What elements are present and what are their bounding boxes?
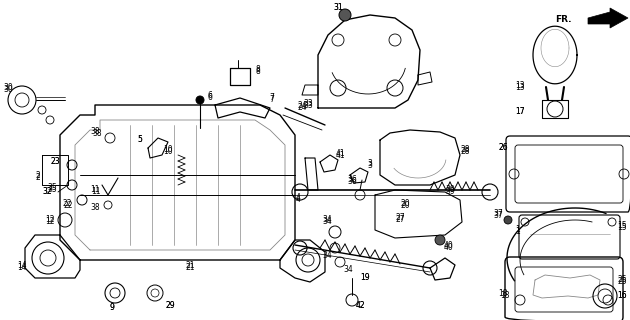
Text: 37: 37: [493, 211, 503, 220]
Text: 31: 31: [333, 4, 343, 12]
Text: 39: 39: [445, 186, 455, 195]
Text: 20: 20: [400, 198, 410, 207]
Text: 18: 18: [500, 291, 510, 300]
Text: 26: 26: [498, 143, 508, 153]
Text: 37: 37: [493, 209, 503, 218]
Text: 21: 21: [185, 261, 195, 270]
Text: 35: 35: [47, 183, 57, 193]
Text: 25: 25: [617, 277, 627, 286]
Text: 27: 27: [395, 213, 405, 222]
Text: 7: 7: [270, 93, 275, 102]
Text: 29: 29: [165, 300, 175, 309]
Text: 15: 15: [617, 221, 627, 230]
Circle shape: [435, 235, 445, 245]
Text: 4: 4: [295, 196, 301, 204]
Text: 34: 34: [322, 215, 332, 225]
Text: 24: 24: [297, 103, 307, 113]
Text: 39: 39: [445, 188, 455, 196]
Text: 32: 32: [42, 188, 52, 196]
Text: 17: 17: [515, 108, 525, 116]
Text: 16: 16: [617, 291, 627, 300]
Text: 40: 40: [443, 241, 453, 250]
Text: 14: 14: [17, 260, 27, 269]
Text: 33: 33: [303, 99, 313, 108]
Text: 28: 28: [461, 148, 470, 156]
Text: 6: 6: [207, 91, 212, 100]
Text: 19: 19: [360, 274, 370, 283]
Text: 14: 14: [17, 263, 27, 273]
Text: 41: 41: [335, 150, 345, 159]
Text: 7: 7: [270, 95, 275, 105]
Text: 23: 23: [50, 157, 60, 166]
Text: 1: 1: [515, 228, 520, 236]
Text: 6: 6: [207, 92, 212, 101]
Circle shape: [339, 9, 351, 21]
Text: 34: 34: [322, 251, 332, 260]
Text: 38: 38: [90, 203, 100, 212]
Text: 9: 9: [110, 303, 115, 313]
Circle shape: [504, 216, 512, 224]
Text: 21: 21: [185, 263, 195, 273]
Text: 5: 5: [137, 135, 142, 145]
Text: 36: 36: [347, 178, 357, 187]
Text: 2: 2: [36, 173, 40, 182]
Text: 8: 8: [256, 66, 260, 75]
Text: 19: 19: [360, 274, 370, 283]
Text: 16: 16: [617, 292, 627, 300]
Text: 32: 32: [42, 188, 52, 196]
Text: 4: 4: [295, 194, 301, 203]
Text: 38: 38: [92, 129, 102, 138]
Text: 31: 31: [333, 3, 343, 12]
Text: 17: 17: [515, 108, 525, 116]
Text: 12: 12: [45, 218, 55, 227]
Text: 12: 12: [45, 215, 55, 225]
Text: 10: 10: [163, 148, 173, 156]
Text: 27: 27: [395, 215, 405, 225]
Text: 38: 38: [90, 126, 100, 135]
Text: FR.: FR.: [556, 14, 572, 23]
Text: 13: 13: [515, 81, 525, 90]
Text: 11: 11: [90, 186, 100, 195]
Text: 33: 33: [303, 100, 313, 109]
Text: 3: 3: [367, 158, 372, 167]
Text: 1: 1: [515, 226, 520, 235]
Text: 25: 25: [617, 276, 627, 284]
Text: 13: 13: [515, 84, 525, 92]
Text: 23: 23: [50, 157, 60, 166]
Text: 28: 28: [461, 146, 470, 155]
Text: 22: 22: [62, 198, 72, 207]
Text: 36: 36: [347, 175, 357, 185]
Text: 3: 3: [367, 161, 372, 170]
Text: 24: 24: [297, 101, 307, 110]
Polygon shape: [588, 8, 628, 28]
Text: 20: 20: [400, 201, 410, 210]
Text: 26: 26: [498, 143, 508, 153]
Text: 35: 35: [47, 186, 57, 195]
Text: 8: 8: [256, 68, 260, 76]
Text: 40: 40: [443, 243, 453, 252]
Text: 15: 15: [617, 223, 627, 233]
Text: 9: 9: [110, 303, 115, 313]
Text: 2: 2: [36, 171, 40, 180]
Text: 34: 34: [322, 218, 332, 227]
Text: 42: 42: [355, 300, 365, 309]
Circle shape: [196, 96, 204, 104]
Text: 10: 10: [163, 146, 173, 155]
Text: 18: 18: [498, 289, 508, 298]
Text: 42: 42: [355, 300, 365, 309]
Text: 30: 30: [3, 85, 13, 94]
Text: 29: 29: [165, 300, 175, 309]
Text: 11: 11: [91, 188, 101, 196]
Text: 34: 34: [343, 266, 353, 275]
Text: 30: 30: [3, 84, 13, 92]
Text: 22: 22: [63, 201, 72, 210]
Text: 5: 5: [137, 135, 142, 145]
Text: 41: 41: [335, 148, 345, 157]
